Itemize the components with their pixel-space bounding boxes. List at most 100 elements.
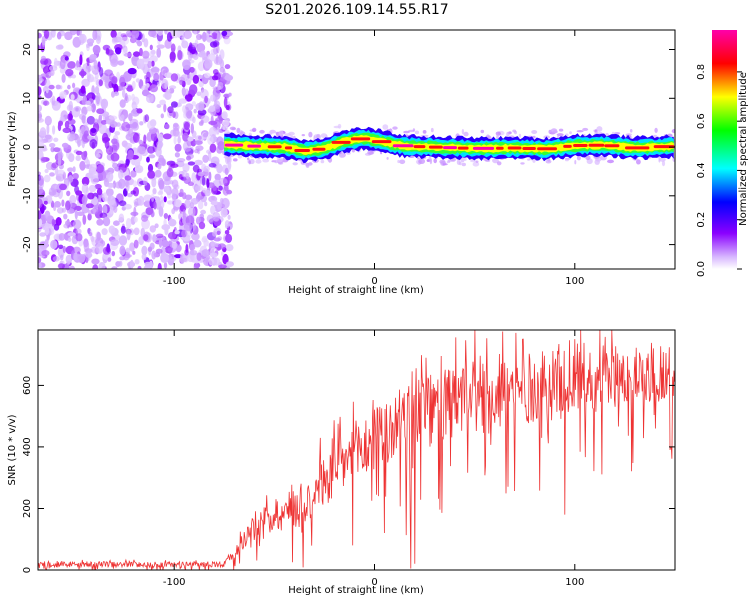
noise-blob xyxy=(57,263,65,269)
noise-blob xyxy=(113,91,120,97)
noise-blob xyxy=(123,203,132,210)
halo-speck xyxy=(565,159,569,162)
noise-blob xyxy=(61,73,66,83)
halo-speck xyxy=(654,127,658,133)
colorbar-tick-label: 0.6 xyxy=(696,113,707,129)
noise-blob xyxy=(87,135,92,140)
noise-blob xyxy=(164,72,173,78)
y-tick-label: 600 xyxy=(22,376,33,395)
noise-blob xyxy=(127,67,137,75)
noise-blob xyxy=(208,120,218,125)
noise-blob xyxy=(54,201,61,208)
noise-blob xyxy=(48,187,55,197)
y-tick-label: 0 xyxy=(22,567,33,573)
noise-blob xyxy=(225,104,230,111)
noise-blob xyxy=(159,99,167,106)
halo-speck xyxy=(397,159,400,164)
noise-blob xyxy=(108,225,116,234)
noise-blob xyxy=(183,121,190,131)
noise-blob xyxy=(66,190,71,197)
noise-blob xyxy=(171,187,179,197)
noise-blob xyxy=(151,250,157,260)
noise-blob xyxy=(183,30,192,40)
noise-blob xyxy=(210,240,215,248)
noise-blob xyxy=(111,138,118,145)
noise-blob xyxy=(193,30,198,35)
noise-blob xyxy=(63,213,68,220)
noise-blob xyxy=(132,132,140,143)
noise-blob xyxy=(74,66,84,71)
noise-blob xyxy=(171,241,178,249)
halo-speck xyxy=(430,127,434,133)
noise-blob xyxy=(223,97,228,108)
noise-blob xyxy=(157,262,162,269)
noise-blob xyxy=(38,217,43,227)
x-tick-label: 0 xyxy=(371,577,377,588)
noise-blob xyxy=(121,121,131,132)
noise-blob xyxy=(44,210,51,219)
noise-blob xyxy=(218,264,228,269)
noise-blob xyxy=(101,132,109,144)
noise-blob xyxy=(217,243,226,250)
halo-speck xyxy=(252,127,257,132)
noise-blob xyxy=(67,167,74,172)
noise-blob xyxy=(174,230,180,235)
noise-blob xyxy=(44,226,50,236)
noise-blob xyxy=(86,57,90,67)
noise-blob xyxy=(107,193,111,202)
noise-blob xyxy=(102,204,108,215)
noise-blob xyxy=(93,59,98,70)
noise-blob xyxy=(183,222,193,232)
halo-speck xyxy=(556,133,564,137)
noise-blob xyxy=(183,110,187,119)
noise-blob xyxy=(131,93,136,101)
noise-blob xyxy=(94,118,99,124)
halo-speck xyxy=(527,158,531,161)
colorbar-gradient xyxy=(712,30,737,269)
noise-blob xyxy=(187,51,191,56)
noise-blob xyxy=(147,146,155,154)
noise-blob xyxy=(92,30,98,41)
noise-blob xyxy=(64,31,73,41)
noise-blob xyxy=(38,257,42,264)
noise-blob xyxy=(45,134,52,140)
noise-blob xyxy=(130,170,137,178)
noise-blob xyxy=(208,105,216,112)
noise-blob xyxy=(125,180,130,192)
halo-speck xyxy=(576,155,581,161)
noise-blob xyxy=(58,244,64,249)
noise-blob xyxy=(119,76,126,88)
halo-speck xyxy=(520,162,525,165)
noise-blob xyxy=(76,60,80,68)
noise-blob xyxy=(162,133,172,140)
noise-blob xyxy=(167,232,177,240)
noise-blob xyxy=(137,195,145,206)
noise-blob xyxy=(200,209,207,215)
noise-blob xyxy=(193,108,197,114)
halo-speck xyxy=(458,161,462,166)
noise-blob xyxy=(119,245,126,256)
noise-blob xyxy=(147,60,152,69)
spectrogram-ylabel: Frequency (Hz) xyxy=(7,111,18,187)
halo-speck xyxy=(585,155,591,161)
noise-blob xyxy=(216,163,223,174)
y-tick-label: -20 xyxy=(22,236,33,252)
noise-blob xyxy=(86,115,96,125)
noise-blob xyxy=(44,168,49,174)
halo-speck xyxy=(629,129,633,133)
noise-blob xyxy=(187,136,194,142)
halo-speck xyxy=(399,159,406,165)
noise-blob xyxy=(166,32,173,42)
noise-blob xyxy=(181,36,185,44)
noise-blob xyxy=(193,239,202,248)
noise-blob xyxy=(67,113,73,121)
snr-frame xyxy=(37,329,676,571)
halo-speck xyxy=(545,159,552,164)
halo-speck xyxy=(278,130,284,136)
noise-blob xyxy=(110,58,119,67)
noise-blob xyxy=(81,183,89,194)
noise-blob xyxy=(191,172,196,184)
noise-blob xyxy=(51,30,56,38)
noise-blob xyxy=(56,31,62,40)
noise-blob xyxy=(57,122,62,132)
